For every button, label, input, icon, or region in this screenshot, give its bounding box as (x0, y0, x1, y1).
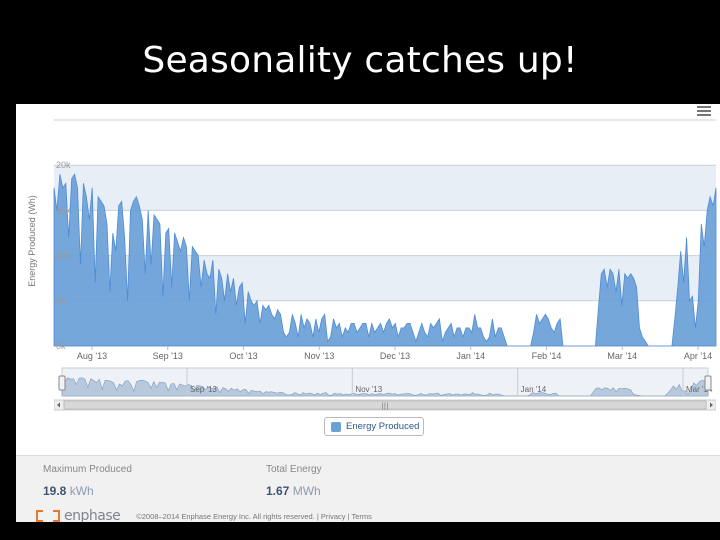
x-tick-label: Aug '13 (77, 351, 107, 361)
x-tick-label: Sep '13 (153, 351, 183, 361)
stat-unit: MWh (292, 484, 321, 498)
x-tick-label: Nov '13 (304, 351, 334, 361)
stat-value: 19.8 kWh (43, 484, 132, 498)
stat-label: Maximum Produced (43, 464, 132, 475)
x-tick-label: Jan '14 (456, 351, 485, 361)
y-axis-label: Energy Produced (Wh) (27, 195, 37, 287)
navigator-series-area (61, 377, 709, 397)
navigator-left-handle[interactable] (58, 375, 66, 391)
y-tick-label: 20k (56, 160, 71, 170)
legend-swatch (331, 421, 341, 432)
y-tick-label: 10k (56, 251, 71, 261)
navigator-range-selector[interactable]: Sep '13 Nov '13 Jan '14 Mar '14 ||| (54, 366, 716, 412)
energy-chart: 0k 5k 10k 15k 20k Aug '13 Sep '13 Oct '13 Nov '… (53, 119, 717, 361)
scroll-right-arrow-icon[interactable] (710, 402, 713, 408)
stat-number: 1.67 (266, 484, 290, 498)
plot-band (54, 120, 716, 166)
enphase-logo-icon (36, 510, 60, 522)
navigator-right-handle[interactable] (704, 375, 712, 391)
legend-item-energy-produced[interactable]: Energy Produced (324, 417, 424, 436)
stat-total-energy: Total Energy 1.67 MWh (266, 464, 322, 498)
x-tick-label: Feb '14 (532, 351, 562, 361)
y-tick-label: 0k (56, 341, 66, 351)
brand-name: enphase (64, 508, 121, 522)
hamburger-menu-icon[interactable] (697, 104, 711, 118)
enphase-dashboard-screenshot: 0k 5k 10k 15k 20k Aug '13 Sep '13 Oct '13 Nov '… (16, 104, 720, 522)
x-tick-label: Dec '13 (380, 351, 410, 361)
navigator-tick-label: Nov '13 (355, 385, 382, 394)
scrollbar-grip-icon: ||| (381, 402, 388, 410)
x-tick-label: Apr '14 (684, 351, 712, 361)
scroll-left-arrow-icon[interactable] (57, 402, 60, 408)
plot-band (54, 210, 716, 256)
legend-label: Energy Produced (346, 421, 420, 432)
navigator-scrollbar-thumb[interactable] (63, 400, 707, 410)
navigator-tick-label: Mar '14 (686, 385, 713, 394)
plot-band (54, 165, 716, 211)
navigator-tick-label: Jan '14 (521, 385, 547, 394)
navigator-tick-label: Sep '13 (190, 385, 217, 394)
y-tick-label: 15k (56, 205, 71, 215)
slide-title: Seasonality catches up! (142, 40, 578, 81)
y-tick-label: 5k (56, 296, 66, 306)
stat-unit: kWh (69, 484, 94, 498)
copyright-text: ©2008–2014 Enphase Energy Inc. All right… (136, 511, 372, 521)
x-tick-label: Mar '14 (607, 351, 637, 361)
series-energy-produced-area (53, 173, 717, 347)
stat-value: 1.67 MWh (266, 484, 322, 498)
stats-bar: Maximum Produced 19.8 kWh Total Energy 1… (16, 455, 720, 522)
footer: enphase ©2008–2014 Enphase Energy Inc. A… (36, 508, 720, 522)
stat-maximum-produced: Maximum Produced 19.8 kWh (43, 464, 132, 498)
stat-label: Total Energy (266, 464, 322, 475)
x-tick-label: Oct '13 (229, 351, 257, 361)
stat-number: 19.8 (43, 484, 67, 498)
